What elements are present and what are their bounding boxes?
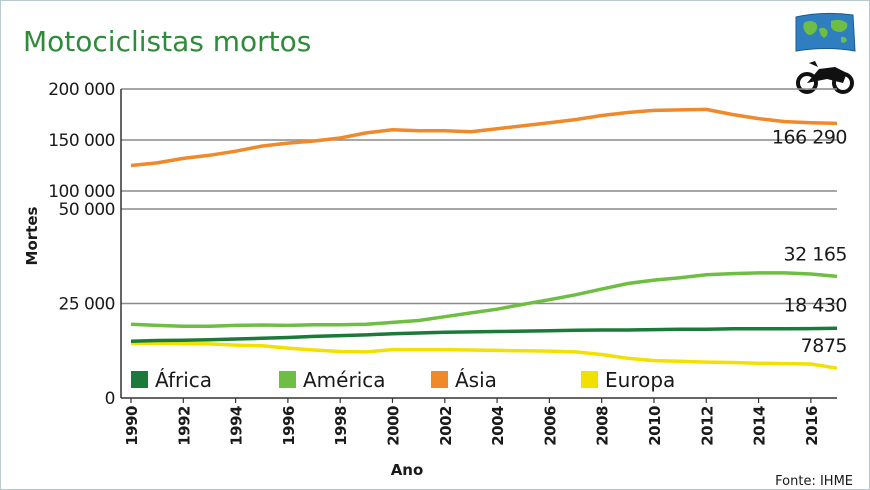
x-tick-label: 2004 xyxy=(489,406,507,446)
end-label-áfrica: 18 430 xyxy=(784,294,847,316)
series-line-ásia xyxy=(130,107,838,168)
y-tick-label: 25 000 xyxy=(59,295,115,315)
y-tick-label: 150 000 xyxy=(48,131,115,151)
legend-swatch xyxy=(431,371,448,388)
legend: África América Ásia Europa xyxy=(131,368,675,392)
motorcycle-icon xyxy=(796,61,854,94)
x-tick-label: 2000 xyxy=(384,406,402,446)
chart-title: Motociclistas mortos xyxy=(23,25,311,58)
legend-label: Europa xyxy=(605,368,675,392)
source-note: Fonte: IHME xyxy=(775,474,853,489)
legend-swatch xyxy=(279,371,296,388)
end-label-europa: 7875 xyxy=(801,335,847,357)
x-tick-label: 2008 xyxy=(594,406,612,446)
series-lines xyxy=(130,107,838,370)
x-tick-label: 2010 xyxy=(646,406,664,446)
series-line-américa xyxy=(130,271,838,328)
x-tick-label: 1996 xyxy=(280,406,298,446)
y-tick-label: 100 000 xyxy=(48,182,115,202)
y-tick-label: 0 xyxy=(105,389,115,409)
x-tick-label: 2014 xyxy=(751,406,769,446)
legend-label: África xyxy=(155,368,212,392)
x-tick-label: 1992 xyxy=(175,406,193,446)
legend-label: Ásia xyxy=(455,368,497,392)
end-labels: 7875 32 165 18 430 166 290 xyxy=(772,126,848,357)
end-label-américa: 32 165 xyxy=(784,243,847,265)
y-axis-label: Mortes xyxy=(23,206,41,265)
x-tick-label: 2002 xyxy=(437,406,455,446)
world-map-icon xyxy=(795,12,856,52)
x-axis-label: Ano xyxy=(391,461,424,479)
legend-swatch xyxy=(581,371,598,388)
series-line-europa xyxy=(131,341,838,370)
x-tick-label: 2016 xyxy=(803,406,821,446)
grid-lines xyxy=(121,88,837,305)
x-tick-label: 2006 xyxy=(541,406,559,446)
legend-label: América xyxy=(303,368,386,392)
y-tick-label: 50 000 xyxy=(59,200,115,220)
y-tick-label: 200 000 xyxy=(48,80,115,100)
series-line-áfrica xyxy=(130,326,838,344)
x-tick-label: 1994 xyxy=(228,406,246,446)
x-tick-label: 1990 xyxy=(123,406,141,446)
legend-swatch xyxy=(131,371,148,388)
x-tick-label: 2012 xyxy=(698,406,716,446)
end-label-ásia: 166 290 xyxy=(772,126,847,148)
x-tick-label: 1998 xyxy=(332,406,350,446)
